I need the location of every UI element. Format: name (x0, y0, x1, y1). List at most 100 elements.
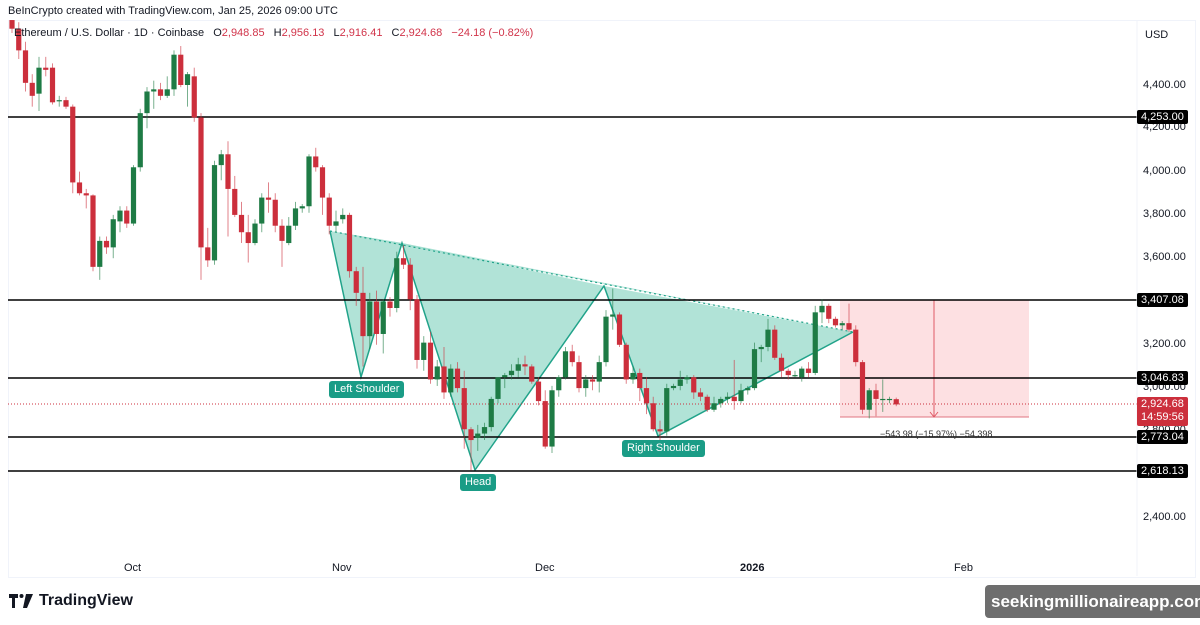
candle[interactable] (799, 368, 805, 378)
candle[interactable] (313, 156, 319, 168)
candle[interactable] (205, 247, 211, 261)
candle[interactable] (643, 388, 650, 404)
candle[interactable] (704, 396, 710, 410)
tradingview-logo[interactable]: TradingView (9, 592, 133, 610)
candle[interactable] (326, 197, 332, 226)
candle[interactable] (562, 351, 569, 378)
candle[interactable] (711, 403, 717, 410)
candle[interactable] (637, 372, 643, 389)
candle[interactable] (738, 390, 744, 402)
candle[interactable] (893, 399, 899, 405)
candle[interactable] (151, 89, 157, 92)
candle[interactable] (36, 67, 42, 94)
candle[interactable] (407, 264, 413, 300)
candle[interactable] (16, 28, 22, 51)
candle[interactable] (853, 329, 859, 363)
candle[interactable] (724, 396, 731, 399)
level-tag-2618[interactable]: 2,618.13 (1137, 464, 1188, 478)
candle[interactable] (198, 117, 204, 248)
candle[interactable] (502, 375, 508, 378)
candle[interactable] (225, 154, 231, 189)
current-price-tag[interactable]: 2,924.68 14:59:56 (1137, 397, 1188, 426)
candle[interactable] (778, 357, 785, 371)
candle[interactable] (522, 364, 528, 367)
candle[interactable] (441, 366, 447, 393)
candle[interactable] (765, 329, 771, 347)
candle[interactable] (387, 301, 393, 308)
candle[interactable] (97, 240, 103, 267)
candle[interactable] (772, 329, 778, 358)
candle[interactable] (691, 377, 697, 393)
candle[interactable] (218, 154, 224, 166)
candle[interactable] (886, 398, 893, 401)
head-label[interactable]: Head (460, 474, 497, 491)
right-shoulder-label[interactable]: Right Shoulder (622, 440, 705, 457)
candle[interactable] (684, 377, 690, 380)
candle[interactable] (400, 258, 407, 265)
candle[interactable] (623, 344, 629, 380)
candle[interactable] (346, 214, 353, 272)
candle[interactable] (664, 388, 670, 432)
candle[interactable] (110, 219, 116, 248)
candle[interactable] (610, 314, 616, 317)
candle[interactable] (427, 342, 434, 380)
candle[interactable] (873, 390, 879, 399)
level-tag-3407[interactable]: 3,407.08 (1137, 293, 1188, 307)
candle[interactable] (117, 210, 123, 222)
candle[interactable] (178, 54, 184, 85)
candle[interactable] (650, 403, 656, 430)
candle[interactable] (556, 377, 562, 391)
candle[interactable] (272, 199, 278, 226)
candle[interactable] (164, 89, 170, 96)
candle[interactable] (373, 301, 380, 334)
candle[interactable] (29, 82, 35, 96)
candles[interactable] (9, 20, 899, 471)
candle[interactable] (434, 366, 440, 380)
candle[interactable] (616, 314, 623, 345)
level-tag-2773[interactable]: 2,773.04 (1137, 430, 1188, 444)
candle[interactable] (819, 305, 825, 313)
currency-button[interactable]: USD (1145, 29, 1169, 41)
candle[interactable] (157, 89, 164, 96)
candle[interactable] (475, 433, 481, 438)
candle[interactable] (697, 392, 704, 397)
candle[interactable] (265, 197, 272, 200)
candle[interactable] (630, 372, 636, 380)
candle[interactable] (238, 214, 245, 233)
candle[interactable] (488, 398, 494, 428)
candle[interactable] (468, 429, 474, 441)
candle[interactable] (232, 188, 238, 215)
candle[interactable] (495, 377, 501, 399)
candle[interactable] (859, 362, 866, 410)
symbol-legend[interactable]: Ethereum / U.S. Dollar · 1D · Coinbase O… (14, 27, 533, 39)
candle[interactable] (812, 312, 818, 373)
candle[interactable] (670, 385, 677, 389)
candle[interactable] (124, 210, 130, 224)
candle[interactable] (805, 368, 812, 373)
candle[interactable] (421, 342, 427, 360)
candle[interactable] (880, 398, 886, 401)
candle[interactable] (333, 221, 339, 226)
candle[interactable] (481, 427, 488, 434)
candle[interactable] (832, 318, 839, 326)
candle[interactable] (461, 388, 467, 430)
candle[interactable] (184, 74, 191, 85)
candle[interactable] (529, 366, 535, 382)
candle[interactable] (826, 305, 832, 319)
candle[interactable] (569, 351, 575, 363)
candle[interactable] (63, 100, 69, 107)
candle[interactable] (103, 240, 110, 248)
level-tag-4253[interactable]: 4,253.00 (1137, 110, 1188, 124)
candle[interactable] (603, 316, 609, 363)
candle[interactable] (792, 375, 798, 377)
candle[interactable] (758, 346, 764, 350)
candle[interactable] (76, 182, 83, 194)
candle[interactable] (394, 258, 400, 308)
candle[interactable] (535, 381, 542, 402)
candle[interactable] (785, 370, 791, 376)
candle[interactable] (211, 165, 218, 261)
candle[interactable] (414, 299, 420, 360)
candle[interactable] (508, 370, 515, 376)
candle[interactable] (56, 100, 62, 102)
candle[interactable] (245, 232, 251, 244)
